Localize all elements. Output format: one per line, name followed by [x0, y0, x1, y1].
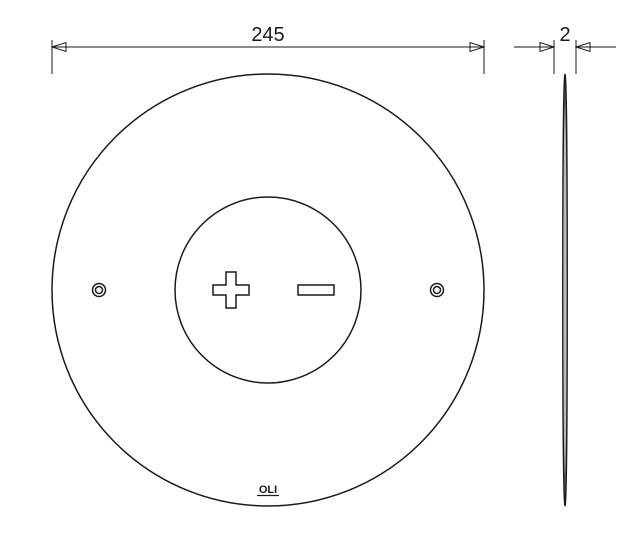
dim-thick-label: 2 [559, 24, 570, 46]
logo-text: OLI [259, 484, 277, 496]
plate-outer-circle [52, 74, 484, 506]
plate-inner-circle [175, 197, 361, 383]
plus-icon [213, 272, 249, 308]
minus-icon [298, 285, 334, 295]
dim-width-label: 245 [251, 24, 284, 46]
screw-right-inner [434, 287, 441, 294]
screw-left-outer [93, 284, 106, 297]
screw-left-inner [96, 287, 103, 294]
screw-right-outer [431, 284, 444, 297]
